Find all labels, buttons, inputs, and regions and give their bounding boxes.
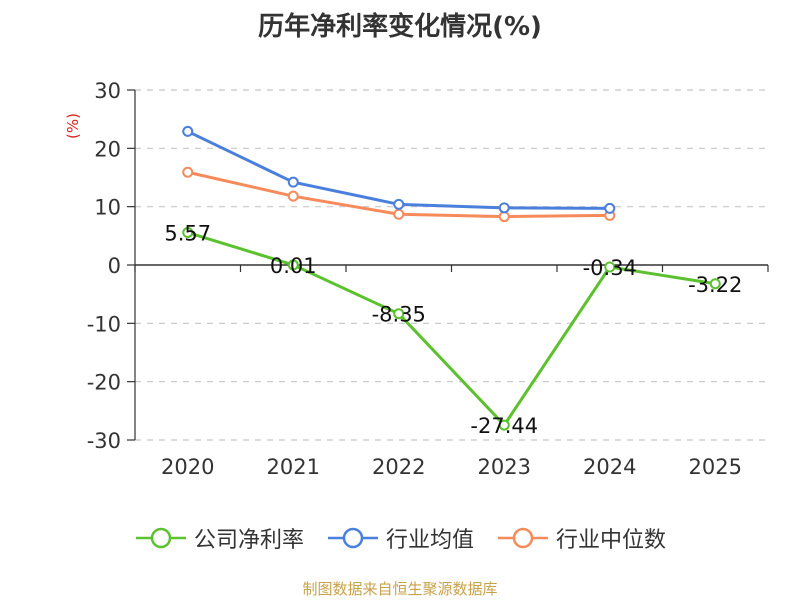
legend-label: 行业中位数 — [556, 528, 667, 553]
legend-item[interactable]: 行业均值 — [326, 522, 474, 554]
x-tick-label: 2025 — [689, 455, 742, 479]
data-point — [393, 198, 405, 210]
data-point — [498, 202, 510, 214]
axes: 30 20 10 0 -10 -20 -30 (%) 2020 2021 2022 2023 2024 2… — [64, 79, 769, 479]
data-labels: 5.57 0.01 -8.35 -27.44 -0.34 -3.22 — [164, 222, 742, 439]
data-label: -0.34 — [583, 256, 637, 280]
chart-title: 历年净利率变化情况(%) — [258, 12, 542, 42]
series-lines — [182, 125, 721, 431]
data-point — [709, 278, 721, 290]
series-line — [187, 130, 610, 210]
x-tick-label: 2024 — [583, 455, 636, 479]
legend-swatch-icon — [498, 527, 548, 549]
x-tick-label: 2023 — [478, 455, 531, 479]
series-line — [187, 231, 716, 427]
data-label: -8.35 — [372, 303, 426, 327]
data-label: -3.22 — [688, 273, 742, 297]
y-tick-label: -20 — [87, 371, 121, 395]
y-tick-label: -30 — [87, 429, 121, 453]
y-tick-label: 0 — [108, 254, 121, 278]
legend: 公司净利率 行业均值 行业中位数 — [0, 522, 800, 554]
legend-label: 公司净利率 — [193, 528, 304, 553]
y-axis-title: (%) — [64, 113, 82, 139]
y-tick-label: 30 — [94, 79, 121, 103]
x-tick-label: 2021 — [267, 455, 320, 479]
legend-swatch-icon — [135, 527, 186, 549]
data-point — [604, 202, 616, 214]
x-tick-label: 2020 — [161, 455, 214, 479]
data-point — [393, 308, 405, 320]
data-point — [287, 259, 299, 271]
data-point — [182, 125, 194, 137]
data-point — [498, 211, 510, 223]
data-point — [393, 208, 405, 220]
legend-swatch-icon — [327, 527, 378, 549]
data-label: 5.57 — [164, 222, 211, 246]
data-point — [604, 261, 616, 273]
legend-item[interactable]: 公司净利率 — [134, 522, 304, 554]
data-label: 0.01 — [270, 254, 317, 278]
legend-label: 行业均值 — [385, 528, 474, 553]
x-tick-label: 2022 — [372, 455, 425, 479]
data-point — [182, 227, 194, 239]
y-tick-label: 10 — [94, 196, 121, 220]
y-tick-label: 20 — [94, 137, 121, 161]
data-label: -27.44 — [470, 414, 538, 438]
legend-item[interactable]: 行业中位数 — [496, 522, 666, 554]
y-tick-label: -10 — [87, 312, 121, 336]
data-point — [182, 166, 194, 178]
data-point — [287, 190, 299, 202]
data-point — [498, 419, 510, 431]
source-note: 制图数据来自恒生聚源数据库 — [302, 580, 498, 598]
data-point — [287, 176, 299, 188]
